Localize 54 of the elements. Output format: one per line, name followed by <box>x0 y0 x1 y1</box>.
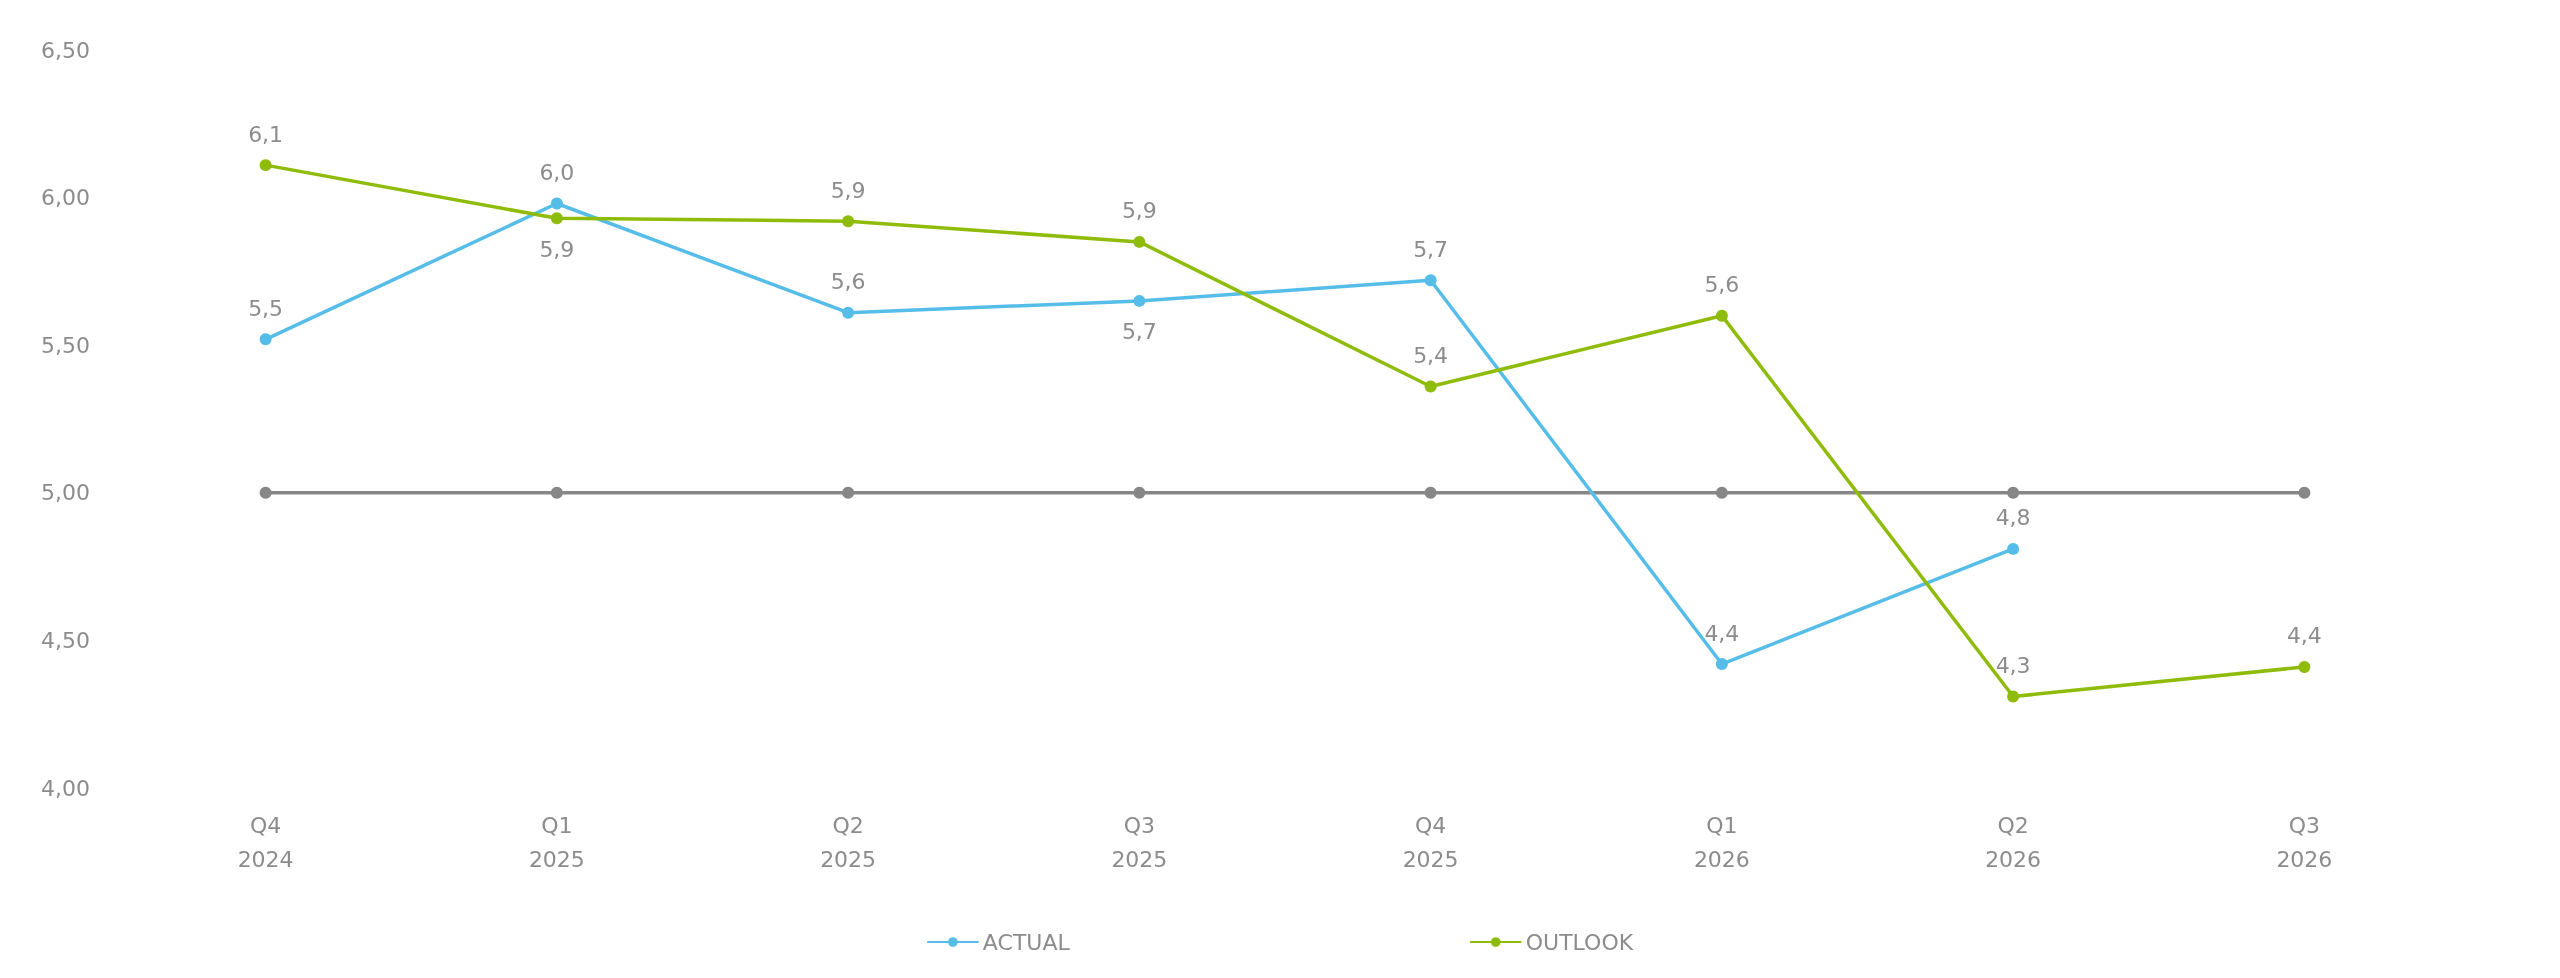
data-label: 5,9 <box>539 236 575 262</box>
data-label: 4,3 <box>1995 652 2031 678</box>
point <box>1715 658 1728 671</box>
data-label: 5,7 <box>1413 236 1449 262</box>
point <box>550 212 563 225</box>
y-tick-label: 5,50 <box>41 332 90 358</box>
point <box>1133 294 1146 307</box>
point <box>259 159 272 172</box>
data-label: 4,8 <box>1995 505 2031 531</box>
x-tick-label: Q3 2026 <box>2276 812 2333 872</box>
point <box>259 486 272 499</box>
y-tick-label: 6,00 <box>41 185 90 211</box>
point <box>2007 486 2020 499</box>
y-tick-label: 6,50 <box>41 37 90 63</box>
data-label: 5,4 <box>1413 343 1449 369</box>
point <box>2007 542 2020 555</box>
point <box>550 197 563 210</box>
data-label: 4,4 <box>1704 620 1740 646</box>
legend-label: ACTUAL <box>982 929 1071 955</box>
y-tick-label: 5,00 <box>41 480 90 506</box>
x-tick-label: Q4 2025 <box>1402 812 1459 872</box>
legend-label: OUTLOOK <box>1525 929 1634 955</box>
y-tick-label: 4,00 <box>41 775 90 801</box>
x-tick-label: Q4 2024 <box>237 812 294 872</box>
x-tick-label: Q1 2025 <box>528 812 585 872</box>
point <box>1424 274 1437 287</box>
point <box>2298 486 2311 499</box>
data-label: 5,9 <box>830 177 866 203</box>
point <box>842 215 855 228</box>
x-tick-label: Q1 2026 <box>1693 812 1750 872</box>
point <box>1133 235 1146 248</box>
data-label: 5,6 <box>830 269 866 295</box>
x-tick-label: Q2 2026 <box>1985 812 2042 872</box>
point <box>842 306 855 319</box>
point <box>550 486 563 499</box>
data-label: 5,6 <box>1704 272 1740 298</box>
point <box>1715 309 1728 322</box>
data-label: 6,0 <box>539 160 575 185</box>
data-label: 5,9 <box>1121 198 1157 224</box>
point <box>1424 380 1437 393</box>
data-label: 6,1 <box>248 121 284 147</box>
data-label: 4,4 <box>2286 623 2322 649</box>
data-label: 5,5 <box>248 295 284 321</box>
point <box>259 333 272 346</box>
point <box>1424 486 1437 499</box>
data-label: 5,7 <box>1121 319 1157 345</box>
point <box>2298 660 2311 673</box>
point <box>842 486 855 499</box>
point <box>1715 486 1728 499</box>
point <box>2007 690 2020 703</box>
x-tick-label: Q2 2025 <box>820 812 877 872</box>
y-tick-label: 4,50 <box>41 627 90 653</box>
point <box>1133 486 1146 499</box>
x-tick-label: Q3 2025 <box>1111 812 1168 872</box>
